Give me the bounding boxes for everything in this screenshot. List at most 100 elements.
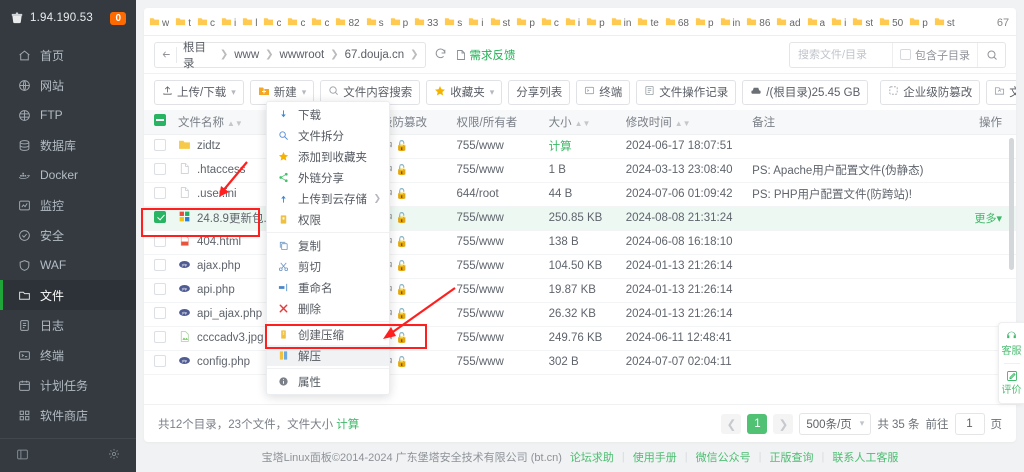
context-menu-item-delete[interactable]: 删除: [267, 298, 389, 319]
cell-action[interactable]: [951, 182, 1016, 207]
context-menu-item-rename[interactable]: 重命名: [267, 277, 389, 298]
folder-tab[interactable]: p: [906, 11, 931, 35]
row-checkbox[interactable]: [154, 354, 166, 367]
cell-permission[interactable]: 755/www: [452, 326, 545, 351]
folder-tab[interactable]: ad: [773, 11, 803, 35]
page-size-select[interactable]: 500条/页 ▾: [799, 412, 872, 435]
row-checkbox[interactable]: [154, 330, 166, 343]
favorites-button[interactable]: 收藏夹 ▾: [426, 79, 503, 105]
context-menu-item-download[interactable]: 下载: [267, 104, 389, 125]
row-checkbox-cell[interactable]: [144, 254, 174, 279]
sidebar-item-docker[interactable]: Docker: [0, 160, 136, 190]
vertical-scrollbar[interactable]: [1009, 138, 1014, 270]
row-checkbox-cell[interactable]: [144, 182, 174, 207]
sidebar-item-terminal[interactable]: 终端: [0, 340, 136, 370]
folder-tab[interactable]: s: [363, 11, 387, 35]
refresh-icon[interactable]: [434, 47, 447, 63]
checkbox[interactable]: [900, 49, 911, 60]
context-menu-item-cloud-upload[interactable]: 上传到云存储 ❯: [267, 188, 389, 209]
file-operation-log-button[interactable]: 文件操作记录: [636, 79, 737, 105]
breadcrumb-item[interactable]: 根目录: [183, 41, 206, 70]
folder-tab[interactable]: t: [172, 11, 194, 35]
search-input[interactable]: [790, 48, 892, 61]
breadcrumb-item[interactable]: wwwroot: [279, 48, 325, 61]
customer-service-button[interactable]: 客服: [1002, 328, 1022, 359]
include-subdir-checkbox[interactable]: 包含子目录: [892, 42, 977, 67]
cell-action[interactable]: [951, 230, 1016, 255]
folder-tab[interactable]: c: [538, 11, 562, 35]
row-checkbox-cell[interactable]: [144, 134, 174, 159]
select-all-header[interactable]: [144, 110, 174, 135]
sort-icon[interactable]: ▲▼: [674, 118, 691, 128]
folder-tab[interactable]: st: [849, 11, 876, 35]
context-menu-item-properties[interactable]: 属性: [267, 371, 389, 392]
folder-tab[interactable]: 68: [662, 11, 692, 35]
folder-tab[interactable]: a: [804, 11, 829, 35]
search-icon[interactable]: [977, 42, 1005, 67]
anti-tamper-button[interactable]: 企业级防篡改: [880, 79, 981, 105]
folder-tab[interactable]: c: [284, 11, 308, 35]
collapse-sidebar-icon[interactable]: [16, 448, 29, 464]
settings-gear-icon[interactable]: [108, 448, 120, 463]
sidebar-item-database[interactable]: 数据库: [0, 130, 136, 160]
sidebar-item-logs[interactable]: 日志: [0, 310, 136, 340]
row-checkbox[interactable]: [154, 234, 166, 247]
folder-tab[interactable]: i: [828, 11, 849, 35]
cell-permission[interactable]: 755/www: [452, 230, 545, 255]
row-checkbox-cell[interactable]: [144, 326, 174, 351]
terminal-button[interactable]: 终端: [576, 79, 631, 105]
header-mtime[interactable]: 修改时间 ▲▼: [621, 110, 749, 135]
row-checkbox[interactable]: [154, 138, 166, 151]
share-list-button[interactable]: 分享列表: [508, 79, 571, 105]
context-menu-item-cut[interactable]: 剪切: [267, 256, 389, 277]
row-checkbox[interactable]: [154, 282, 166, 295]
footer-link-wechat[interactable]: 微信公众号: [695, 452, 751, 464]
cell-action[interactable]: [951, 158, 1016, 183]
breadcrumb-item[interactable]: 67.douja.cn: [344, 48, 405, 61]
footer-link-manual[interactable]: 使用手册: [632, 452, 677, 464]
cell-action[interactable]: [951, 254, 1016, 279]
context-menu-item-split[interactable]: 文件拆分: [267, 125, 389, 146]
disk-usage-button[interactable]: /(根目录)25.45 GB: [742, 79, 869, 105]
page-number-1[interactable]: 1: [747, 413, 768, 434]
sidebar-item-files[interactable]: 文件: [0, 280, 136, 310]
cell-action[interactable]: [951, 134, 1016, 159]
row-checkbox[interactable]: [154, 162, 166, 175]
folder-tab[interactable]: i: [562, 11, 583, 35]
sidebar-item-home[interactable]: 首页: [0, 40, 136, 70]
folder-tab[interactable]: p: [583, 11, 608, 35]
rating-button[interactable]: 评价: [1002, 368, 1022, 398]
checkbox-indeterminate[interactable]: [154, 114, 166, 127]
new-button[interactable]: 新建 ▾: [249, 79, 315, 105]
cell-action[interactable]: 更多▾: [951, 206, 1016, 231]
folder-tab[interactable]: 33: [411, 11, 441, 35]
calc-size-link[interactable]: 计算: [548, 141, 572, 153]
cell-permission[interactable]: 755/www: [452, 134, 545, 159]
sort-icon[interactable]: ▲▼: [226, 118, 243, 128]
folder-tab[interactable]: st: [931, 11, 958, 35]
breadcrumb-item[interactable]: www: [234, 48, 260, 61]
folder-tab[interactable]: i: [465, 11, 486, 35]
table-row[interactable]: ccccadv3.jpg 未保护🔓 755/www 249.76 KB 2024…: [144, 326, 1016, 351]
folder-tab[interactable]: s: [441, 11, 465, 35]
folder-tab[interactable]: 86: [743, 11, 773, 35]
row-checkbox[interactable]: [154, 210, 166, 223]
sidebar-item-website[interactable]: 网站: [0, 70, 136, 100]
folder-tab[interactable]: te: [634, 11, 661, 35]
context-menu-item-copy[interactable]: 复制: [267, 235, 389, 256]
footer-link-forum[interactable]: 论坛求助: [569, 452, 614, 464]
sidebar-item-security[interactable]: 安全: [0, 220, 136, 250]
folder-tab[interactable]: c: [260, 11, 284, 35]
cell-permission[interactable]: 755/www: [452, 278, 545, 303]
folder-tab[interactable]: c: [194, 11, 218, 35]
context-menu-item-permission[interactable]: 权限: [267, 209, 389, 230]
row-checkbox-cell[interactable]: [144, 350, 174, 375]
folder-tab[interactable]: i: [218, 11, 239, 35]
next-page-button[interactable]: ❯: [773, 413, 794, 434]
folder-tab[interactable]: st: [487, 11, 514, 35]
folder-tab[interactable]: w: [146, 11, 172, 35]
feedback-button[interactable]: 需求反馈: [455, 47, 516, 63]
cell-action[interactable]: [951, 278, 1016, 303]
folder-tab[interactable]: 50: [876, 11, 906, 35]
